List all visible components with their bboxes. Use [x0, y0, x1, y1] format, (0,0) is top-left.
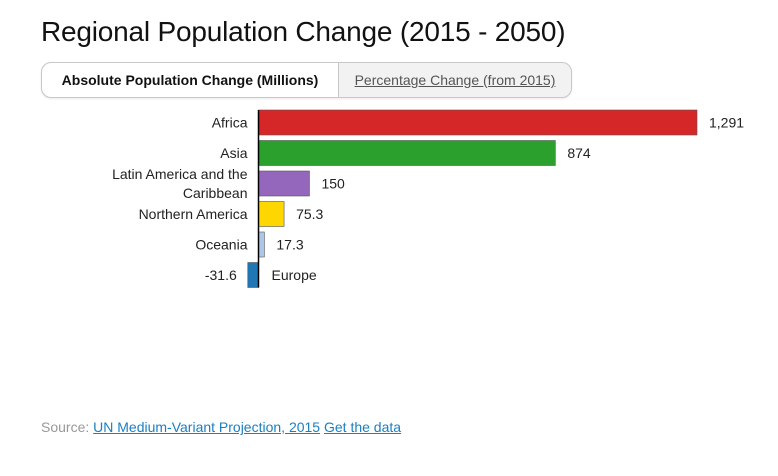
value-label-europe: -31.6 — [205, 267, 237, 283]
category-label-europe: Europe — [272, 267, 317, 283]
value-label-oceania: 17.3 — [276, 237, 303, 253]
value-label-latin-america-and-the-caribbean: 150 — [321, 176, 345, 192]
tab-percentage-change[interactable]: Percentage Change (from 2015) — [354, 72, 556, 88]
bar-oceania[interactable] — [258, 231, 265, 258]
category-label-oceania: Oceania — [195, 237, 247, 253]
bar-chart: Africa 1,291 Asia 874 Latin America and the C… — [112, 109, 744, 288]
category-label-latin-america-and-the-caribbean: Latin America and the Caribbean — [112, 166, 248, 201]
source-link[interactable]: UN Medium-Variant Projection, 2015 — [93, 419, 321, 435]
category-label-africa: Africa — [212, 115, 248, 131]
tab-absolute-change[interactable]: Absolute Population Change (Millions) — [42, 63, 339, 97]
value-label-northern-america: 75.3 — [296, 206, 323, 222]
bar-europe[interactable] — [247, 262, 259, 288]
view-toggle: Absolute Population Change (Millions) Pe… — [41, 62, 572, 98]
get-data-link[interactable]: Get the data — [323, 419, 402, 435]
value-label-asia: 874 — [567, 145, 591, 161]
bar-asia[interactable] — [258, 140, 556, 166]
category-label-asia: Asia — [220, 145, 247, 161]
bar-africa[interactable] — [258, 109, 698, 136]
bar-northern-america[interactable] — [258, 201, 285, 227]
source-line: Source: UN Medium-Variant Projection, 20… — [41, 419, 401, 435]
value-label-africa: 1,291 — [709, 115, 744, 131]
bar-latin-america-and-the-caribbean[interactable] — [258, 170, 310, 197]
category-label-northern-america: Northern America — [139, 206, 248, 222]
chart-title: Regional Population Change (2015 - 2050) — [41, 16, 566, 47]
source-prefix: Source: — [41, 419, 90, 435]
